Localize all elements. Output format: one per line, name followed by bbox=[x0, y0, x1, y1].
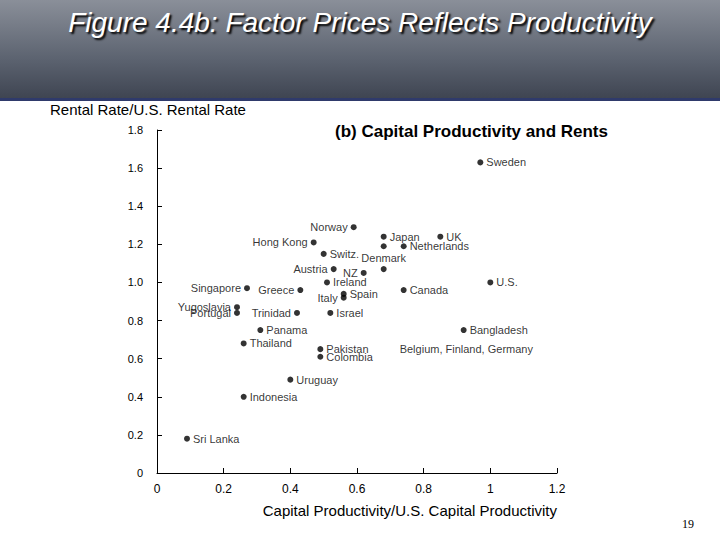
svg-text:Spain: Spain bbox=[350, 288, 378, 300]
svg-text:Norway: Norway bbox=[310, 221, 348, 233]
svg-text:0.2: 0.2 bbox=[128, 429, 143, 441]
svg-text:Israel: Israel bbox=[336, 307, 363, 319]
svg-text:Singapore: Singapore bbox=[191, 282, 241, 294]
svg-text:Ireland: Ireland bbox=[333, 276, 367, 288]
svg-text:1.2: 1.2 bbox=[128, 238, 143, 250]
svg-text:Trinidad: Trinidad bbox=[252, 307, 291, 319]
svg-text:0.2: 0.2 bbox=[215, 482, 232, 496]
svg-text:Hong Kong: Hong Kong bbox=[253, 236, 308, 248]
svg-text:Uruguay: Uruguay bbox=[296, 374, 338, 386]
svg-text:0.8: 0.8 bbox=[415, 482, 432, 496]
svg-text:0.6: 0.6 bbox=[128, 353, 143, 365]
svg-text:1.2: 1.2 bbox=[549, 482, 566, 496]
svg-text:Panama: Panama bbox=[266, 324, 308, 336]
svg-text:(b) Capital Productivity and R: (b) Capital Productivity and Rents bbox=[335, 122, 608, 141]
svg-text:0.4: 0.4 bbox=[282, 482, 299, 496]
svg-text:Thailand: Thailand bbox=[250, 337, 292, 349]
svg-text:1.4: 1.4 bbox=[128, 200, 143, 212]
html-text:Figure 4.4b: Factor Prices Ref: Figure 4.4b: Factor Prices Reflects Prod… bbox=[68, 7, 652, 38]
svg-text:Bangladesh: Bangladesh bbox=[470, 324, 528, 336]
svg-text:0.6: 0.6 bbox=[349, 482, 366, 496]
svg-text:Japan: Japan bbox=[389, 230, 420, 243]
svg-text:Italy: Italy bbox=[317, 292, 338, 304]
svg-text:Capital Productivity/U.S. Capi: Capital Productivity/U.S. Capital Produc… bbox=[263, 502, 558, 519]
svg-text:Indonesia: Indonesia bbox=[250, 391, 299, 403]
svg-text:1: 1 bbox=[487, 482, 494, 496]
svg-text:Canada: Canada bbox=[410, 284, 449, 296]
svg-text:Sri Lanka: Sri Lanka bbox=[193, 433, 240, 445]
svg-text:Colombia: Colombia bbox=[326, 351, 373, 363]
svg-text:Pakistan: Pakistan bbox=[326, 343, 369, 356]
svg-text:0.4: 0.4 bbox=[128, 391, 143, 403]
svg-text:Greece: Greece bbox=[258, 284, 294, 296]
svg-text:Netherlands: Netherlands bbox=[410, 240, 470, 252]
svg-text:0: 0 bbox=[154, 482, 161, 496]
svg-text:Portugal: Portugal bbox=[190, 307, 231, 319]
svg-text:Denmark: Denmark bbox=[361, 252, 406, 264]
svg-text:Rental Rate/U.S. Rental Rate: Rental Rate/U.S. Rental Rate bbox=[50, 101, 246, 118]
svg-text:UK: UK bbox=[446, 230, 462, 243]
svg-text:1.6: 1.6 bbox=[128, 162, 143, 174]
svg-text:U.S.: U.S. bbox=[496, 276, 517, 288]
svg-text:0: 0 bbox=[137, 467, 143, 479]
svg-text:NZ: NZ bbox=[343, 266, 358, 279]
svg-text:0.8: 0.8 bbox=[128, 315, 143, 327]
svg-text:Switz.: Switz. bbox=[330, 248, 359, 260]
svg-text:1.0: 1.0 bbox=[128, 276, 143, 288]
svg-text:Austria: Austria bbox=[293, 263, 328, 275]
svg-text:19: 19 bbox=[682, 517, 694, 531]
svg-text:Belgium, Finland, Germany: Belgium, Finland, Germany bbox=[400, 343, 534, 355]
svg-text:1.8: 1.8 bbox=[128, 124, 143, 136]
svg-text:Sweden: Sweden bbox=[486, 156, 526, 168]
